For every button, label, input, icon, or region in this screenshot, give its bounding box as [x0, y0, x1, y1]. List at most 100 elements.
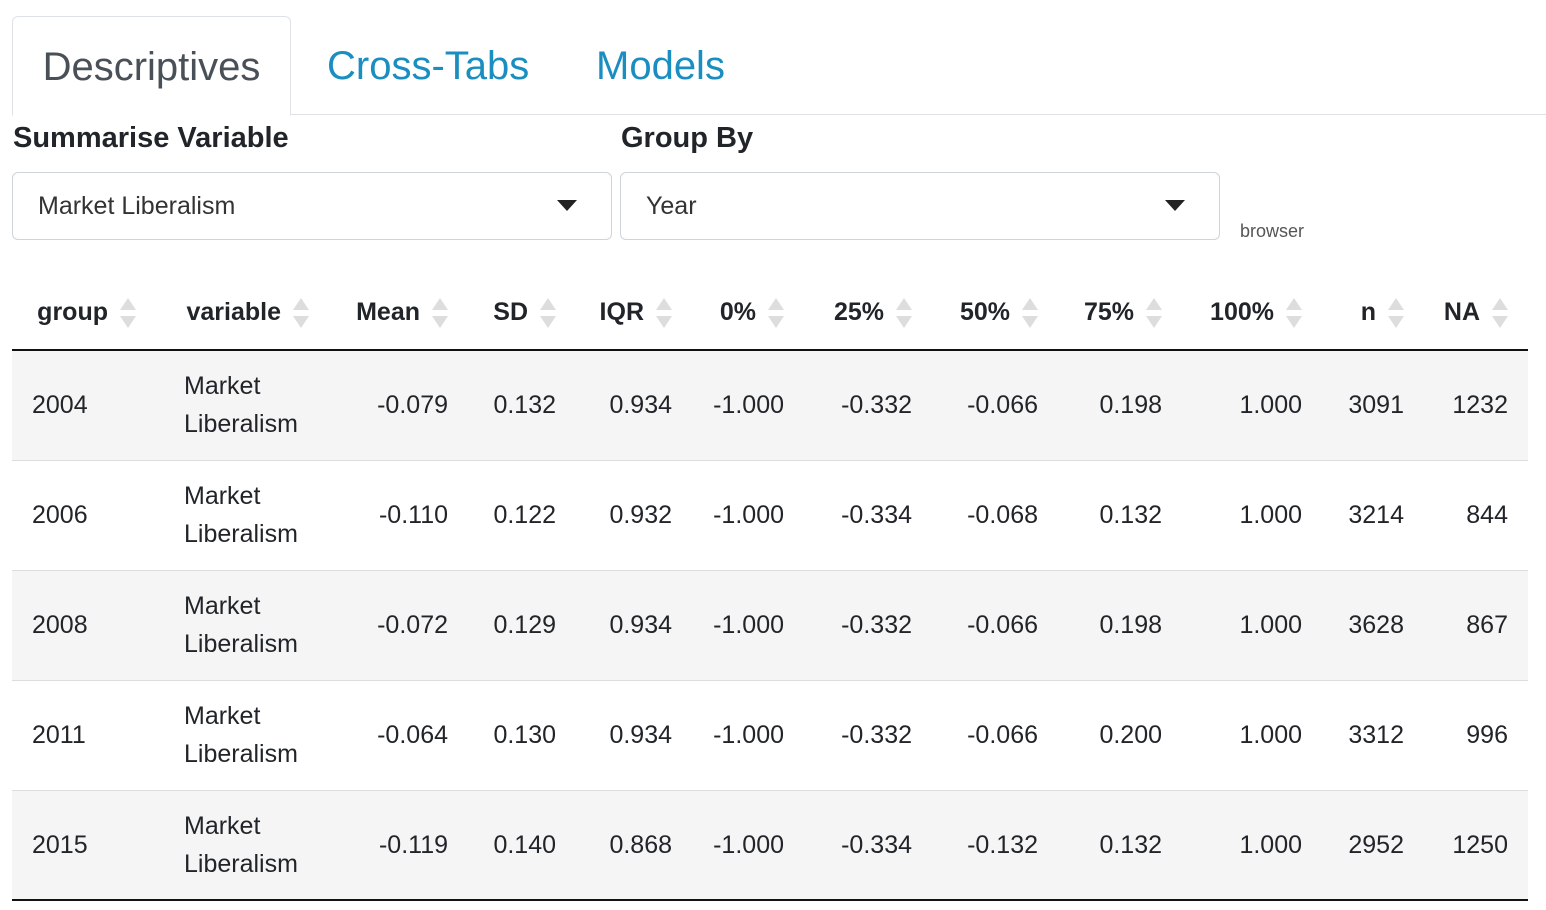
column-header-p75[interactable]: 75%	[1058, 276, 1182, 351]
descriptives-table: group variable Mean SD IQR 0% 25% 50% 75…	[12, 276, 1528, 901]
cell-p0: -1.000	[692, 679, 804, 790]
table-row: 2004 Market Liberalism -0.079 0.132 0.934…	[12, 349, 1528, 460]
sort-icon	[1022, 297, 1038, 328]
cell-p100: 1.000	[1182, 569, 1322, 680]
cell-iqr: 0.934	[576, 679, 692, 790]
cell-group: 2015	[12, 789, 156, 901]
table-row: 2006 Market Liberalism -0.110 0.122 0.932…	[12, 459, 1528, 570]
sort-icon	[1286, 297, 1302, 328]
column-header-p0[interactable]: 0%	[692, 276, 804, 351]
cell-p25: -0.334	[804, 459, 932, 570]
cell-p0: -1.000	[692, 459, 804, 570]
cell-p25: -0.332	[804, 349, 932, 460]
cell-p100: 1.000	[1182, 459, 1322, 570]
cell-n: 3312	[1322, 679, 1424, 790]
cell-p100: 1.000	[1182, 349, 1322, 460]
cell-group: 2006	[12, 459, 156, 570]
column-header-na[interactable]: NA	[1424, 276, 1528, 351]
cell-p50: -0.066	[932, 349, 1058, 460]
table-row: 2011 Market Liberalism -0.064 0.130 0.934…	[12, 679, 1528, 790]
cell-p75: 0.132	[1058, 459, 1182, 570]
cell-group: 2008	[12, 569, 156, 680]
column-header-mean[interactable]: Mean	[329, 276, 468, 351]
cell-p0: -1.000	[692, 569, 804, 680]
cell-mean: -0.110	[329, 459, 468, 570]
cell-variable: Market Liberalism	[156, 349, 329, 460]
cell-p75: 0.132	[1058, 789, 1182, 901]
cell-p50: -0.066	[932, 679, 1058, 790]
cell-p75: 0.198	[1058, 569, 1182, 680]
cell-sd: 0.130	[468, 679, 576, 790]
cell-p25: -0.332	[804, 569, 932, 680]
cell-na: 1250	[1424, 789, 1528, 901]
cell-mean: -0.079	[329, 349, 468, 460]
sort-icon	[768, 297, 784, 328]
sort-icon	[1492, 297, 1508, 328]
group-by-value: Year	[646, 192, 697, 220]
cell-variable: Market Liberalism	[156, 679, 329, 790]
cell-sd: 0.140	[468, 789, 576, 901]
sort-icon	[120, 297, 136, 328]
cell-n: 2952	[1322, 789, 1424, 901]
summarise-variable-value: Market Liberalism	[38, 192, 236, 220]
cell-na: 996	[1424, 679, 1528, 790]
cell-p25: -0.332	[804, 679, 932, 790]
cell-sd: 0.129	[468, 569, 576, 680]
cell-variable: Market Liberalism	[156, 459, 329, 570]
cell-iqr: 0.932	[576, 459, 692, 570]
sort-icon	[1146, 297, 1162, 328]
table-header-row: group variable Mean SD IQR 0% 25% 50% 75…	[12, 276, 1528, 351]
tab-bar: Descriptives Cross-Tabs Models	[12, 16, 1546, 116]
column-header-sd[interactable]: SD	[468, 276, 576, 351]
cell-n: 3628	[1322, 569, 1424, 680]
cell-iqr: 0.934	[576, 569, 692, 680]
tab-cross-tabs[interactable]: Cross-Tabs	[327, 44, 530, 88]
cell-p50: -0.066	[932, 569, 1058, 680]
cell-mean: -0.119	[329, 789, 468, 901]
cell-variable: Market Liberalism	[156, 569, 329, 680]
chevron-down-icon	[1165, 200, 1185, 211]
chevron-down-icon	[557, 200, 577, 211]
cell-na: 844	[1424, 459, 1528, 570]
cell-p50: -0.068	[932, 459, 1058, 570]
column-header-p100[interactable]: 100%	[1182, 276, 1322, 351]
tab-descriptives[interactable]: Descriptives	[12, 16, 291, 116]
sort-icon	[293, 297, 309, 328]
cell-na: 1232	[1424, 349, 1528, 460]
browser-note: browser	[1240, 221, 1305, 241]
cell-na: 867	[1424, 569, 1528, 680]
cell-p0: -1.000	[692, 789, 804, 901]
column-header-p25[interactable]: 25%	[804, 276, 932, 351]
cell-mean: -0.072	[329, 569, 468, 680]
summarise-variable-label: Summarise Variable	[13, 122, 289, 154]
column-header-p50[interactable]: 50%	[932, 276, 1058, 351]
column-header-variable[interactable]: variable	[156, 276, 329, 351]
column-header-group[interactable]: group	[12, 276, 156, 351]
table-row: 2008 Market Liberalism -0.072 0.129 0.934…	[12, 569, 1528, 680]
column-header-iqr[interactable]: IQR	[576, 276, 692, 351]
cell-iqr: 0.868	[576, 789, 692, 901]
cell-iqr: 0.934	[576, 349, 692, 460]
cell-p100: 1.000	[1182, 789, 1322, 901]
summarise-variable-select[interactable]: Market Liberalism	[12, 172, 612, 240]
group-by-select[interactable]: Year	[620, 172, 1220, 240]
cell-p50: -0.132	[932, 789, 1058, 901]
group-by-label: Group By	[621, 122, 754, 154]
cell-p75: 0.200	[1058, 679, 1182, 790]
sort-icon	[1388, 297, 1404, 328]
table-row: 2015 Market Liberalism -0.119 0.140 0.868…	[12, 789, 1528, 901]
cell-variable: Market Liberalism	[156, 789, 329, 901]
tab-models[interactable]: Models	[596, 44, 725, 88]
sort-icon	[656, 297, 672, 328]
sort-icon	[432, 297, 448, 328]
cell-sd: 0.122	[468, 459, 576, 570]
sort-icon	[896, 297, 912, 328]
cell-group: 2004	[12, 349, 156, 460]
cell-n: 3214	[1322, 459, 1424, 570]
cell-p0: -1.000	[692, 349, 804, 460]
cell-sd: 0.132	[468, 349, 576, 460]
column-header-n[interactable]: n	[1322, 276, 1424, 351]
cell-mean: -0.064	[329, 679, 468, 790]
sort-icon	[540, 297, 556, 328]
cell-p75: 0.198	[1058, 349, 1182, 460]
